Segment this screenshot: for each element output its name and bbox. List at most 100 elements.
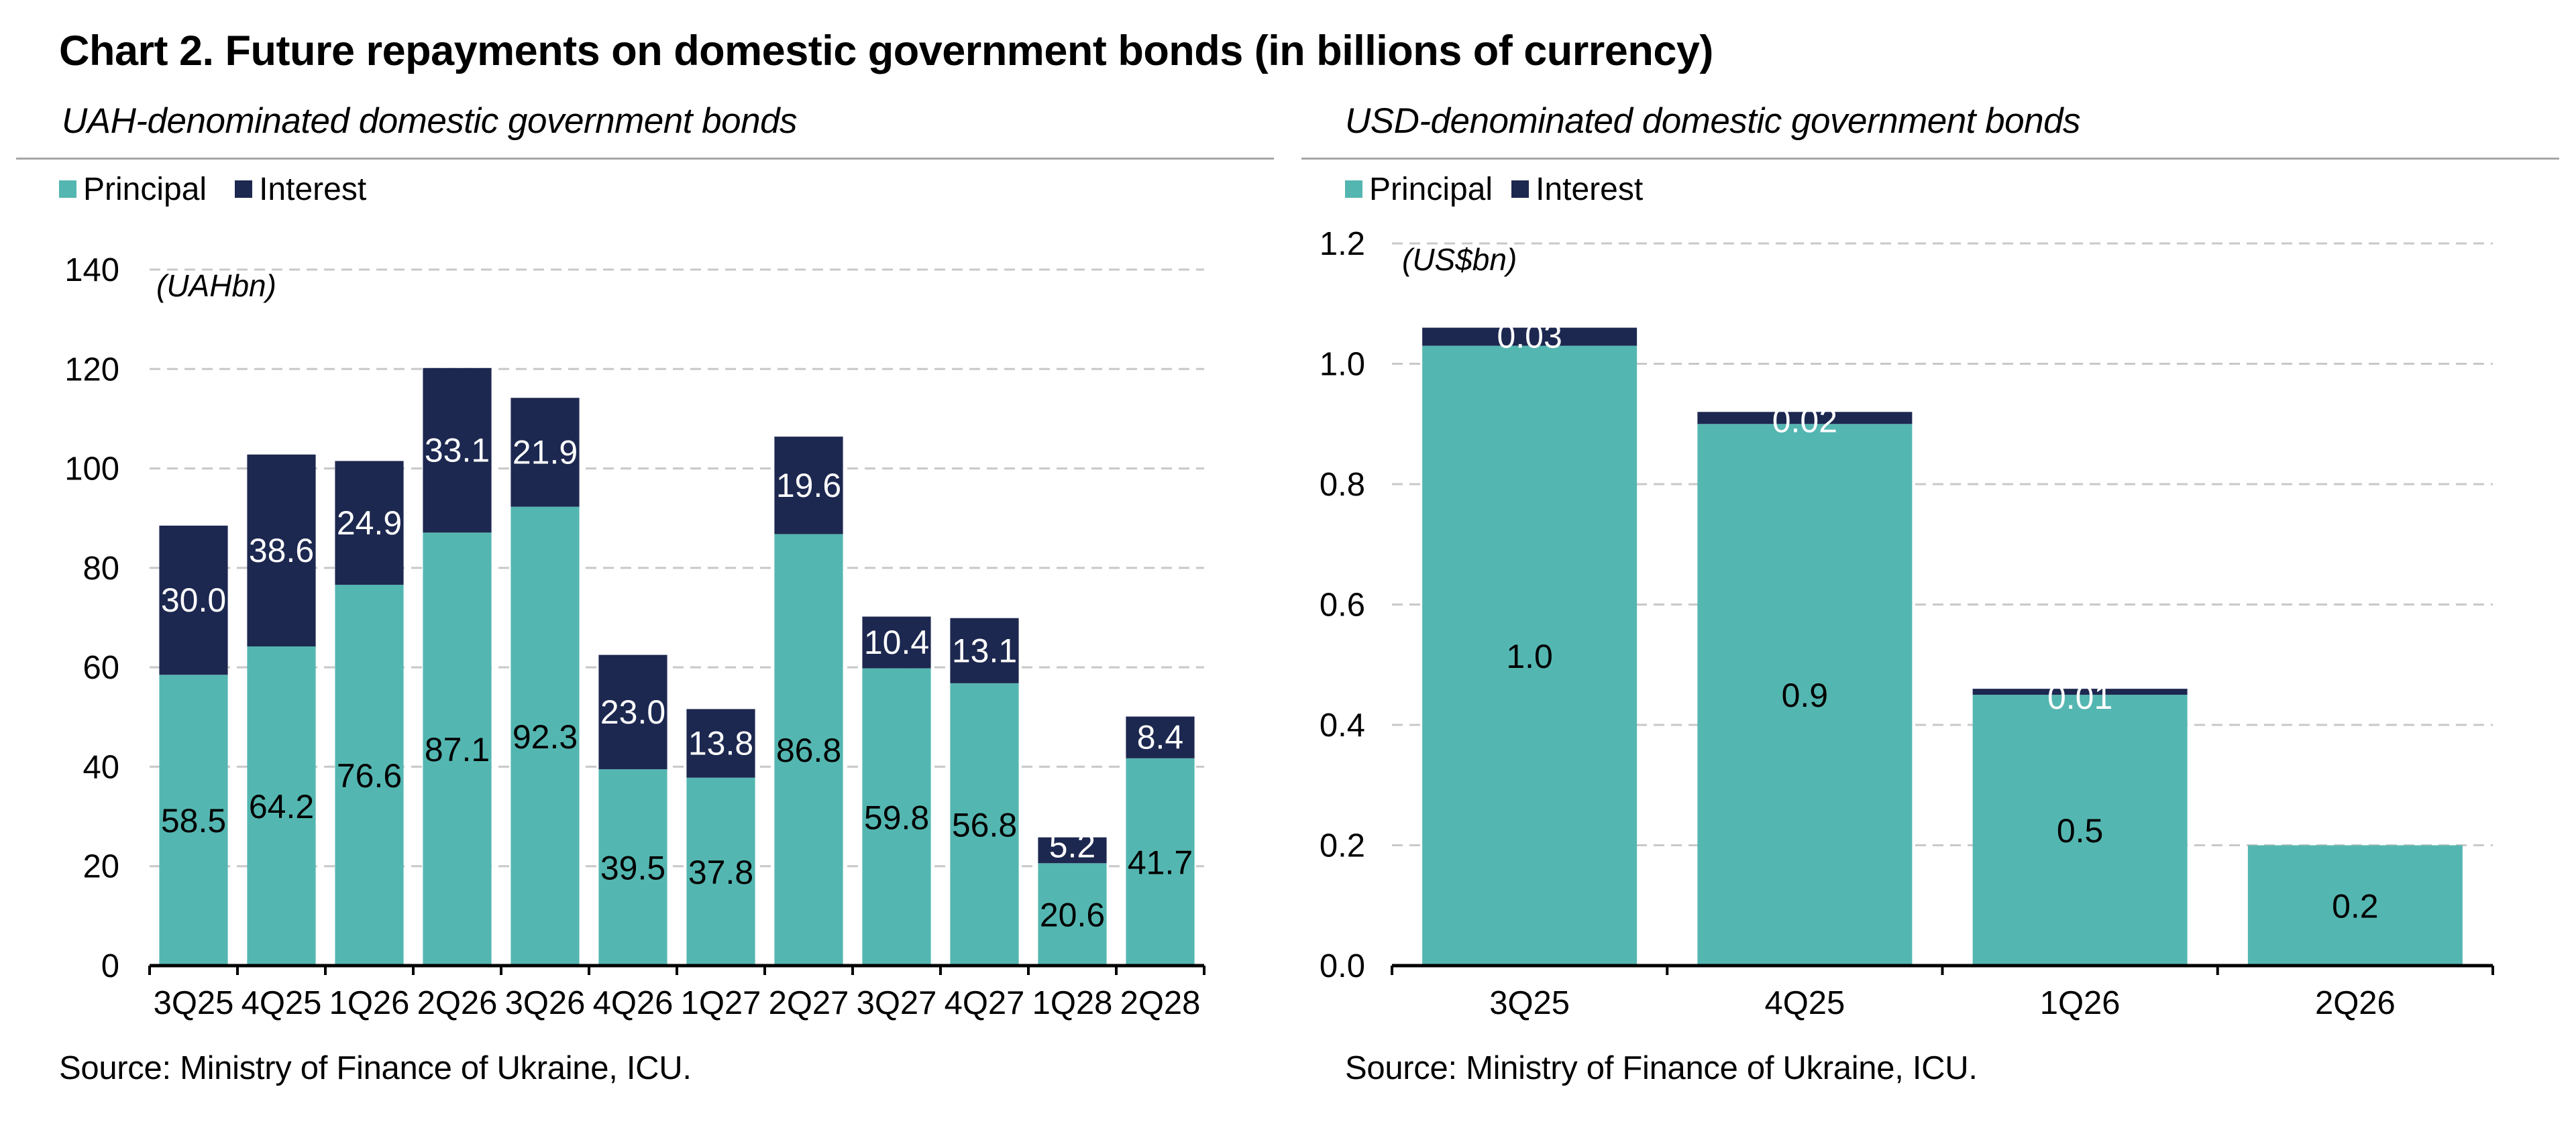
y-tick-label: 40 [83, 749, 119, 785]
bar-principal [950, 683, 1019, 966]
bar-principal [1972, 695, 2188, 966]
legend-label-principal: Principal [1369, 171, 1493, 207]
y-tick-label: 0.2 [1320, 828, 1365, 864]
data-label-principal: 39.5 [600, 850, 665, 887]
legend-label-principal: Principal [83, 171, 207, 207]
data-label-interest: 13.1 [952, 632, 1017, 669]
bar-principal [1038, 863, 1107, 966]
legend-label-interest: Interest [259, 171, 367, 207]
x-tick-label: 2Q27 [769, 985, 849, 1021]
data-label-interest: 38.6 [249, 532, 314, 569]
x-tick-label: 1Q28 [1032, 985, 1113, 1021]
data-label-interest: 5.2 [1049, 827, 1096, 865]
bar-interest [950, 618, 1019, 683]
y-tick-label: 0 [101, 948, 119, 984]
bar-interest [686, 709, 755, 778]
data-label-principal: 1.0 [1506, 638, 1553, 675]
data-label-principal: 76.6 [337, 757, 402, 795]
y-tick-label: 80 [83, 551, 119, 587]
bar-interest [1038, 837, 1107, 864]
data-label-principal: 92.3 [513, 718, 578, 756]
y-tick-label: 120 [64, 351, 119, 388]
y-tick-label: 1.0 [1320, 347, 1365, 383]
bar-principal [1697, 424, 1913, 966]
data-label-interest: 13.8 [688, 725, 753, 762]
right-source-note: Source: Ministry of Finance of Ukraine, … [1345, 1050, 1978, 1086]
right-panel-rule [1301, 158, 2559, 160]
bar-interest [511, 398, 580, 507]
data-label-interest: 24.9 [337, 504, 402, 542]
x-tick-label: 3Q26 [505, 985, 586, 1021]
legend-swatch-principal [59, 180, 76, 198]
bar-interest [335, 461, 404, 585]
bar-principal [423, 532, 492, 966]
y-tick-label: 1.2 [1320, 226, 1365, 262]
x-tick-label: 3Q25 [154, 985, 234, 1021]
uah-bar-chart: 0 20 40 60 80 100 120 140 (UAHbn) 58.5 30.0 3Q25 64.… [64, 252, 1205, 1021]
unit-label: (UAHbn) [156, 268, 276, 303]
x-tick-label: 4Q26 [593, 985, 674, 1021]
data-label-principal: 0.2 [2332, 887, 2379, 925]
y-tick-label: 140 [64, 252, 119, 288]
x-tick-label: 1Q27 [681, 985, 761, 1021]
bar-interest [862, 616, 931, 669]
data-label-principal: 59.8 [864, 799, 929, 836]
y-tick-label: 60 [83, 650, 119, 686]
bar-interest [1972, 689, 2188, 695]
x-tick-label: 2Q28 [1120, 985, 1201, 1021]
legend-item-interest: Interest [1511, 171, 1643, 208]
unit-label: (US$bn) [1402, 242, 1517, 277]
data-label-principal: 58.5 [161, 802, 226, 840]
bar-principal [2247, 845, 2463, 966]
bar-interest [1697, 412, 1913, 424]
bar-principal [511, 506, 580, 966]
data-label-interest: 0.01 [2047, 679, 2112, 716]
left-panel-subtitle: UAH-denominated domestic government bond… [62, 101, 798, 141]
x-tick-label: 2Q26 [417, 985, 498, 1021]
legend-swatch-interest [235, 180, 253, 198]
data-label-interest: 0.02 [1772, 402, 1837, 439]
bar-interest [598, 654, 667, 770]
x-tick-label: 4Q25 [1764, 985, 1845, 1021]
data-label-interest: 0.03 [1497, 318, 1562, 355]
chart-title: Chart 2. Future repayments on domestic g… [59, 27, 1713, 74]
left-legend: Principal Interest [59, 169, 394, 209]
bar-interest [159, 525, 228, 675]
data-label-principal: 87.1 [425, 731, 490, 768]
y-tick-label: 100 [64, 451, 119, 488]
data-label-interest: 30.0 [161, 581, 226, 619]
right-panel-subtitle: USD-denominated domestic government bond… [1345, 101, 2081, 141]
legend-item-principal: Principal [1345, 171, 1493, 208]
data-label-principal: 86.8 [776, 732, 841, 769]
y-tick-label: 0.4 [1320, 707, 1365, 744]
x-tick-label: 2Q26 [2315, 985, 2396, 1021]
bar-interest [423, 367, 492, 533]
bar-principal [686, 777, 755, 966]
y-tick-label: 0.8 [1320, 467, 1365, 503]
bar-principal [1126, 758, 1195, 966]
left-panel-rule [16, 158, 1274, 160]
legend-label-interest: Interest [1536, 171, 1644, 207]
bar-principal [159, 675, 228, 966]
data-label-interest: 21.9 [513, 433, 578, 471]
bar-principal [1422, 345, 1638, 966]
bar-principal [774, 534, 843, 966]
legend-swatch-principal [1345, 180, 1362, 198]
data-label-principal: 0.9 [1782, 677, 1829, 714]
x-tick-label: 3Q25 [1489, 985, 1570, 1021]
bar-principal [598, 769, 667, 966]
legend-item-interest: Interest [235, 171, 366, 208]
data-label-interest: 23.0 [600, 693, 665, 731]
x-tick-label: 4Q25 [241, 985, 322, 1021]
x-tick-label: 1Q26 [2040, 985, 2121, 1021]
data-label-interest: 33.1 [425, 432, 490, 469]
x-tick-label: 4Q27 [945, 985, 1025, 1021]
legend-item-principal: Principal [59, 171, 207, 208]
y-tick-label: 0.0 [1320, 948, 1365, 984]
bar-interest [774, 437, 843, 534]
y-tick-label: 0.6 [1320, 587, 1365, 624]
left-source-note: Source: Ministry of Finance of Ukraine, … [59, 1050, 692, 1086]
legend-swatch-interest [1511, 180, 1529, 198]
bar-principal [862, 668, 931, 966]
